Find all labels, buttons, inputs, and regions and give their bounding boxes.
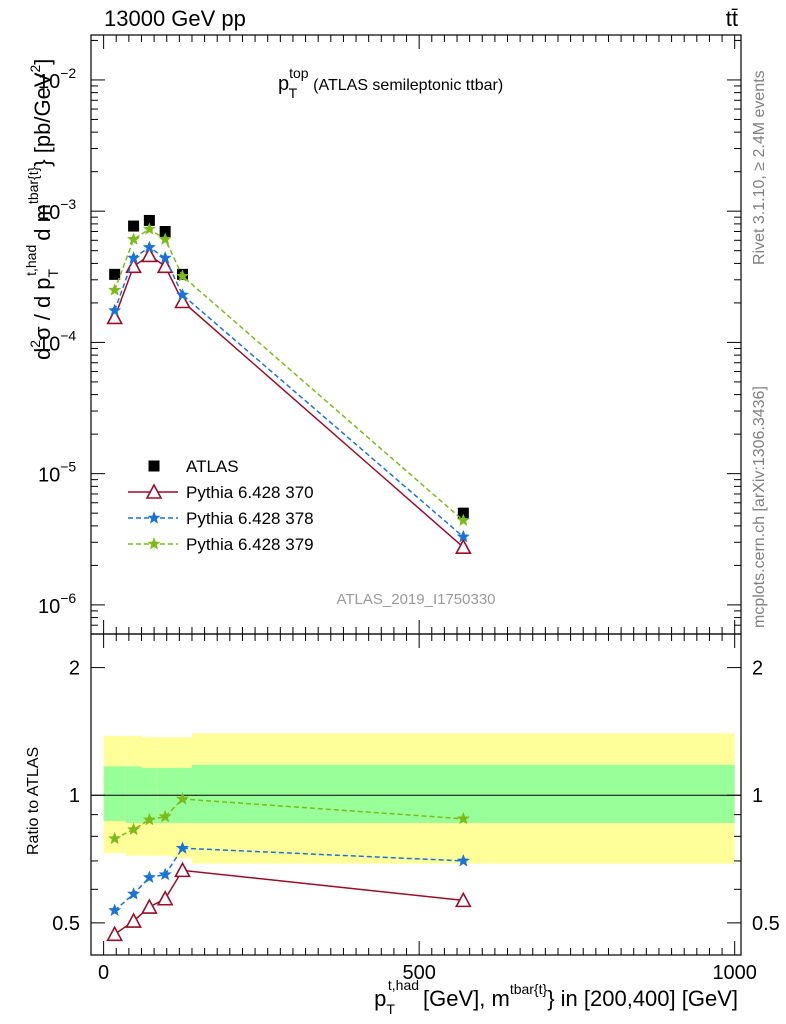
ratio-point-pythia-6-428-370	[125, 912, 142, 928]
legend-label: Pythia 6.428 379	[186, 535, 314, 554]
x-tick-label: 500	[402, 962, 435, 984]
x-axis-label: pTt,had[GeV], mtbar{t}} in [200,400] [Ge…	[374, 977, 738, 1017]
main-line-pythia-6-428-370	[113, 254, 464, 548]
main-point-atlas	[457, 507, 469, 519]
x-tick-label: 1000	[712, 962, 757, 984]
ratio-point-pythia-6-428-379	[142, 812, 156, 826]
main-point-pythia-6-428-378	[176, 288, 189, 301]
uncertainty-band-inner	[125, 766, 142, 824]
main-point-atlas	[159, 226, 171, 238]
legend-marker	[145, 483, 163, 499]
main-point-pythia-6-428-370	[106, 308, 124, 325]
y-tick-label: 10−6	[38, 590, 76, 618]
main-point-pythia-6-428-379	[176, 269, 189, 282]
main-point-pythia-6-428-370	[156, 257, 174, 274]
y-tick-label: 10−4	[38, 327, 76, 355]
ratio-point-pythia-6-428-379	[158, 809, 172, 823]
main-point-pythia-6-428-379	[158, 232, 172, 245]
ratio-point-pythia-6-428-378	[456, 854, 470, 867]
y-tick-label: 10−5	[38, 459, 76, 487]
ratio-point-pythia-6-428-378	[127, 887, 141, 900]
legend-marker	[148, 460, 160, 472]
main-point-pythia-6-428-370	[141, 246, 158, 263]
y-axis-label: d2σ / d pTt,hadd mtbar{t}} [pb/GeV2]	[23, 59, 61, 360]
main-point-pythia-6-428-378	[108, 303, 122, 317]
rivet-label: Rivet 3.1.10, ≥ 2.4M events	[751, 70, 768, 265]
plot-title: ptop T (ATLAS semileptonic ttbar)	[278, 65, 503, 101]
legend-label: Pythia 6.428 378	[186, 509, 314, 528]
ratio-line-pythia-6-428-379	[114, 798, 464, 840]
y-tick-label: 10−2	[38, 65, 76, 93]
x-tick-label: 0	[98, 962, 109, 984]
uncertainty-band-inner	[103, 766, 126, 821]
header-right: tt̄	[726, 6, 738, 31]
ratio-point-pythia-6-428-379	[127, 822, 141, 836]
header-left: 13000 GeV pp	[104, 6, 246, 31]
main-point-atlas	[128, 220, 140, 232]
main-point-atlas	[143, 214, 155, 226]
ratio-point-pythia-6-428-379	[456, 811, 470, 825]
main-point-pythia-6-428-370	[174, 292, 191, 309]
main-point-pythia-6-428-379	[108, 283, 122, 296]
ratio-point-pythia-6-428-370	[141, 898, 158, 914]
main-point-pythia-6-428-379	[127, 232, 141, 245]
ratio-y-tick-label: 0.5	[52, 913, 80, 935]
ratio-y-tick-label-right: 1	[752, 785, 763, 807]
main-point-pythia-6-428-379	[142, 222, 156, 235]
legend: ATLAS Pythia 6.428 370 Pythia 6.428 378 Pyt…	[128, 457, 314, 554]
mcplots-label: mcplots.cern.ch [arXiv:1306.3436]	[751, 386, 768, 628]
ratio-y-axis-label: Ratio to ATLAS	[25, 747, 42, 855]
y-tick-label: 10−3	[38, 196, 76, 224]
ratio-point-pythia-6-428-378	[108, 903, 122, 916]
analysis-watermark: ATLAS_2019_I1750330	[336, 591, 495, 608]
ratio-point-pythia-6-428-378	[176, 841, 189, 854]
main-point-atlas	[109, 268, 121, 280]
main-panel: 10−6 10−5 10−4 10−3 10−2	[38, 34, 742, 635]
main-point-pythia-6-428-378	[456, 529, 470, 543]
ratio-point-pythia-6-428-379	[108, 831, 122, 845]
main-point-pythia-6-428-378	[127, 251, 141, 264]
ratio-point-pythia-6-428-370	[454, 891, 472, 908]
ratio-point-pythia-6-428-379	[176, 792, 189, 805]
main-point-pythia-6-428-378	[142, 240, 156, 253]
ratio-point-pythia-6-428-378	[158, 867, 172, 881]
legend-label: Pythia 6.428 370	[186, 483, 314, 502]
ratio-point-pythia-6-428-370	[174, 861, 191, 878]
ratio-panel: 0 500 1000 0.5 0.5 1 1 2 2	[52, 633, 780, 984]
ratio-y-tick-label-right: 2	[752, 658, 763, 680]
ratio-point-pythia-6-428-370	[156, 890, 174, 906]
main-line-pythia-6-428-378	[113, 246, 464, 538]
ratio-point-pythia-6-428-370	[106, 925, 124, 942]
main-point-pythia-6-428-378	[158, 251, 172, 264]
legend-marker	[147, 537, 161, 550]
main-point-pythia-6-428-379	[456, 513, 470, 526]
ratio-y-tick-label: 1	[69, 785, 80, 807]
main-line-pythia-6-428-379	[113, 228, 464, 521]
ratio-point-pythia-6-428-378	[142, 870, 156, 883]
ratio-frame	[90, 633, 742, 956]
main-point-pythia-6-428-370	[454, 538, 472, 555]
ratio-y-tick-label-right: 0.5	[752, 913, 780, 935]
legend-label: ATLAS	[186, 457, 239, 476]
ratio-y-tick-label: 2	[69, 658, 80, 680]
legend-marker	[147, 511, 161, 524]
